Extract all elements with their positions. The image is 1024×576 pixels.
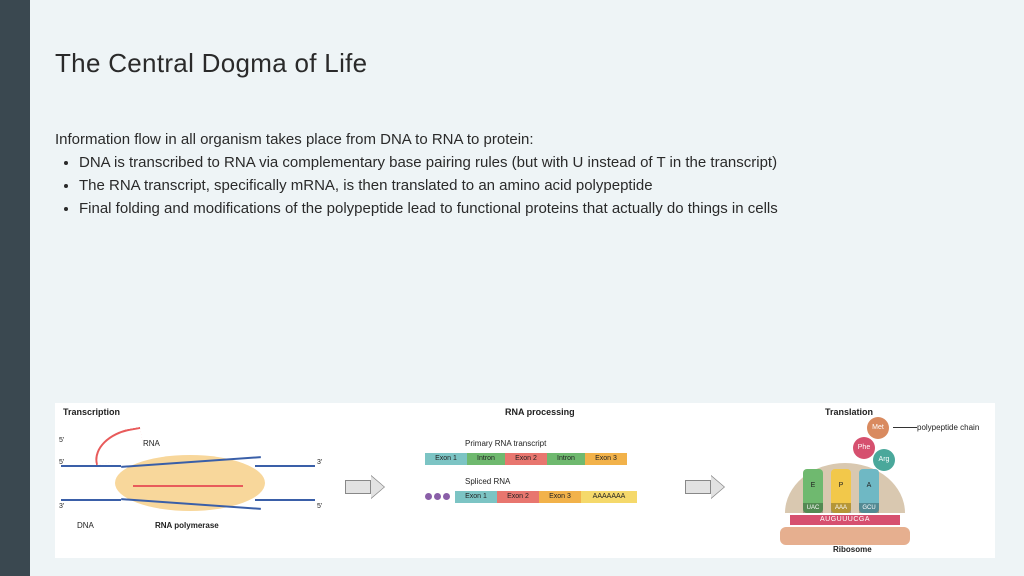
mrna-sequence: AUGUUUCGA	[790, 515, 900, 525]
rna-segment: AAAAAAA	[581, 491, 637, 503]
three-prime-label: 3'	[59, 503, 64, 510]
dna-strand	[255, 465, 315, 467]
amino-acid: Met	[867, 417, 889, 439]
trna: PAAA	[831, 469, 851, 513]
rna-segment: Exon 1	[455, 491, 497, 503]
polypeptide-label: polypeptide chain	[917, 423, 979, 432]
five-prime-label: 5'	[59, 437, 64, 444]
polymerase-label: RNA polymerase	[155, 521, 219, 530]
dna-strand	[61, 499, 121, 501]
panel-title-processing: RNA processing	[505, 407, 575, 417]
rna-segment: Exon 2	[497, 491, 539, 503]
five-prime-label: 5'	[317, 503, 322, 510]
bullet-item: Final folding and modifications of the p…	[79, 200, 1004, 219]
bullet-item: The RNA transcript, specifically mRNA, i…	[79, 177, 1004, 196]
intro-text: Information flow in all organism takes p…	[55, 131, 1004, 148]
amino-acid: Phe	[853, 437, 875, 459]
dna-label: DNA	[77, 521, 94, 530]
rna-segment: Intron	[547, 453, 585, 465]
rna-segment: Exon 1	[425, 453, 467, 465]
rna-segment: Intron	[467, 453, 505, 465]
spliced-rna-label: Spliced RNA	[465, 477, 510, 486]
primary-transcript-label: Primary RNA transcript	[465, 439, 546, 448]
five-prime-label: 5'	[59, 459, 64, 466]
primary-rna-bar: Exon 1IntronExon 2IntronExon 3	[425, 453, 627, 465]
slide-content: The Central Dogma of Life Information fl…	[55, 48, 1004, 222]
spliced-rna-bar: Exon 1Exon 2Exon 3AAAAAAA	[455, 491, 637, 503]
rna-curve	[91, 427, 145, 465]
ribosome-small-subunit	[780, 527, 910, 545]
bullet-item: DNA is transcribed to RNA via complement…	[79, 154, 1004, 173]
label-connector	[893, 427, 917, 428]
amino-acid: Arg	[873, 449, 895, 471]
panel-title-transcription: Transcription	[63, 407, 120, 417]
cap-dots	[425, 493, 450, 500]
rna-segment: Exon 3	[539, 491, 581, 503]
panel-title-translation: Translation	[825, 407, 873, 417]
rna-label: RNA	[143, 439, 160, 448]
three-prime-label: 3'	[317, 459, 322, 466]
rna-segment: Exon 2	[505, 453, 547, 465]
rna-strand	[133, 485, 243, 487]
slide-title: The Central Dogma of Life	[55, 48, 1004, 79]
dna-strand	[61, 465, 121, 467]
ribosome-label: Ribosome	[833, 545, 872, 554]
dna-strand	[255, 499, 315, 501]
trna: EUAC	[803, 469, 823, 513]
side-accent-bar	[0, 0, 30, 576]
rna-segment: Exon 3	[585, 453, 627, 465]
bullet-list: DNA is transcribed to RNA via complement…	[55, 154, 1004, 218]
trna: AGCU	[859, 469, 879, 513]
diagram-strip: Transcription 5' 5' 3' 3' 5' RNA DNA RNA…	[55, 403, 995, 558]
